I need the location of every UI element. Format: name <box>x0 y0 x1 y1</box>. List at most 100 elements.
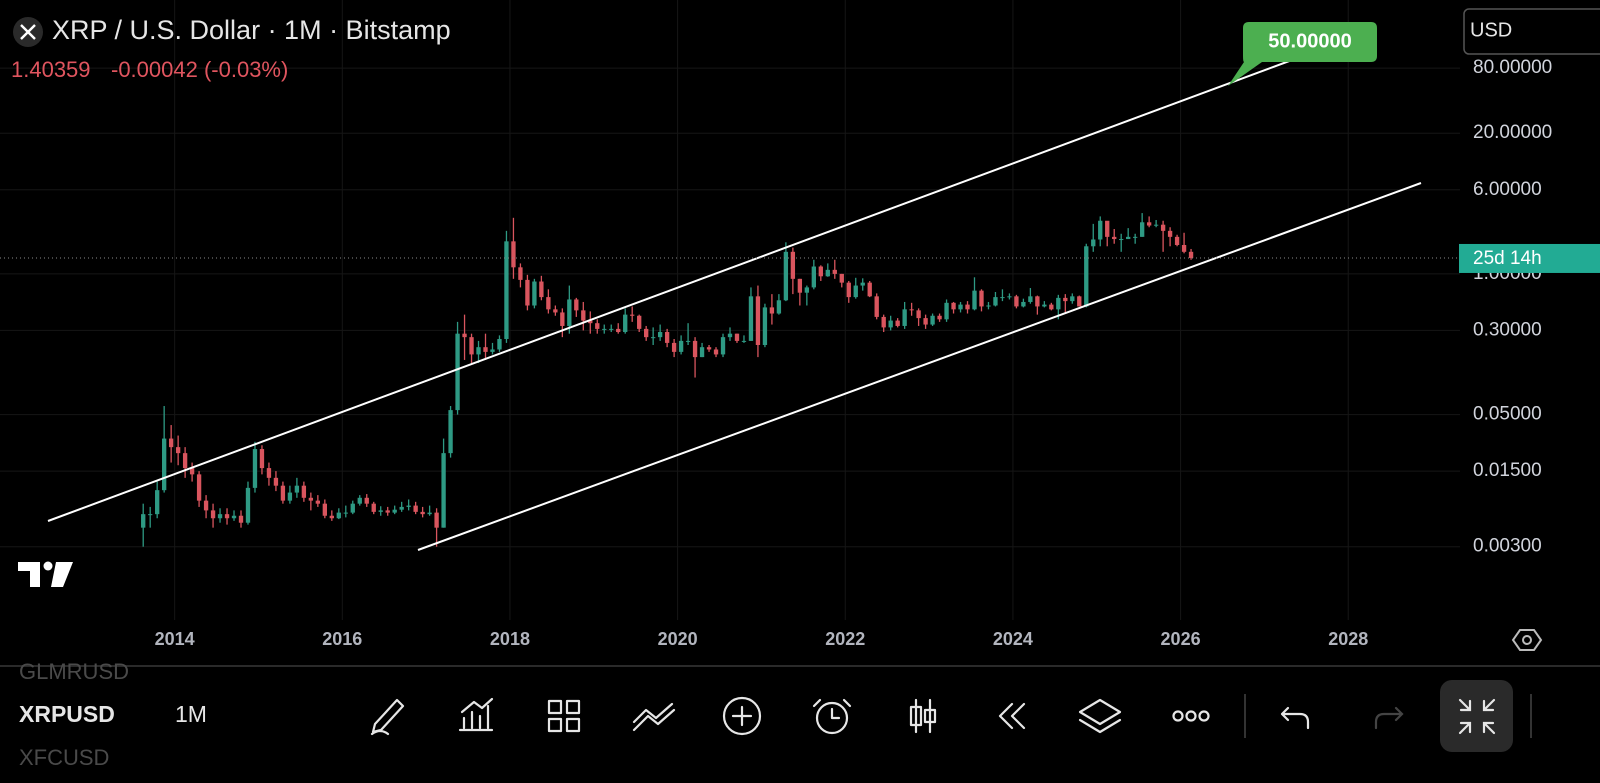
layers[interactable] <box>1078 698 1122 734</box>
candle-body <box>797 278 803 293</box>
currency-selector[interactable]: USD <box>1463 8 1600 55</box>
symbol-current[interactable]: XRPUSD <box>19 701 115 727</box>
fullscreen-button[interactable] <box>1440 680 1513 752</box>
y-tick-label: 0.05000 <box>1473 404 1542 425</box>
candle-body <box>944 302 949 320</box>
toolbar: GLMRUSD XRPUSD XFCUSD 1M <box>19 659 1532 770</box>
candle-body <box>951 302 956 310</box>
candle-body <box>664 332 670 343</box>
candle-body <box>1119 239 1124 241</box>
candle-body <box>916 310 921 319</box>
settings-icon[interactable] <box>1511 629 1543 651</box>
candle-body <box>1098 220 1103 240</box>
candle-body <box>832 269 837 274</box>
candle-body <box>748 296 754 341</box>
symbol-next[interactable]: XFCUSD <box>19 745 109 770</box>
candle-body <box>776 300 782 314</box>
candle-body <box>504 241 509 339</box>
target-callout[interactable]: 50.00000 <box>1228 22 1377 86</box>
candle-body <box>867 282 872 297</box>
logo-part <box>18 562 40 587</box>
candle-body <box>1077 296 1082 307</box>
candle-body <box>853 285 858 298</box>
candle-body <box>741 340 747 342</box>
candle-body <box>713 349 719 355</box>
candle-body <box>350 503 355 513</box>
candle-body <box>1112 236 1117 240</box>
candle-body <box>630 314 635 316</box>
candle-body <box>657 332 663 338</box>
candle-body <box>1028 296 1033 302</box>
candle-body <box>329 515 334 519</box>
more-dot[interactable] <box>1172 710 1184 722</box>
candle-body <box>734 333 740 341</box>
candle-body <box>1139 222 1145 237</box>
alert[interactable] <box>815 701 849 735</box>
candle-body <box>588 320 593 324</box>
candle-body <box>972 290 977 310</box>
candle-body <box>1181 244 1187 252</box>
y-tick-label: 80.00000 <box>1473 57 1552 78</box>
candle-body <box>203 500 209 511</box>
y-tick-label: 20.00000 <box>1473 122 1552 143</box>
currency-box <box>1463 8 1600 55</box>
candle-body <box>637 315 642 329</box>
trend-line-upper[interactable] <box>47 59 1293 522</box>
candle-body <box>825 269 830 277</box>
candle-body <box>609 328 614 330</box>
candle-body <box>532 281 537 306</box>
candle-body <box>965 304 970 310</box>
chart-type[interactable] <box>909 698 937 734</box>
trend-line-lower[interactable] <box>417 182 1422 551</box>
redo[interactable] <box>1374 706 1404 730</box>
candle-body <box>1153 224 1159 226</box>
candle-body <box>881 316 886 328</box>
x-tick-label: 2014 <box>155 629 195 649</box>
add[interactable] <box>722 696 762 736</box>
candle-body <box>336 512 341 519</box>
candle-body <box>574 299 579 311</box>
candle-body <box>196 474 202 501</box>
candle-body <box>1063 297 1068 302</box>
candle-body <box>1091 239 1096 247</box>
candle-body <box>224 514 230 519</box>
candle-body <box>1167 230 1173 237</box>
candle-body <box>280 485 286 501</box>
candles <box>141 213 1194 547</box>
draw-tool[interactable] <box>370 698 405 736</box>
symbol-prev[interactable]: GLMRUSD <box>19 659 129 684</box>
candle-body <box>406 505 411 507</box>
indicators[interactable] <box>458 697 494 732</box>
candle-body <box>1105 220 1110 237</box>
add-plus <box>731 705 753 727</box>
candle-body <box>1042 304 1047 307</box>
header: XRP / U.S. Dollar · 1M · Bitstamp 1.4035… <box>11 15 451 82</box>
candle-body <box>294 485 300 493</box>
candle-body <box>755 296 761 345</box>
candle-body <box>434 512 439 528</box>
candle-body <box>518 267 523 280</box>
y-tick-label: 0.01500 <box>1473 460 1542 481</box>
candle-body <box>413 505 418 512</box>
candle-body <box>1049 304 1054 310</box>
undo[interactable] <box>1280 706 1310 730</box>
countdown-box <box>1459 243 1600 273</box>
layouts[interactable] <box>547 699 581 733</box>
candle-body <box>546 297 551 310</box>
candle-body <box>168 438 174 448</box>
candle-body <box>1084 246 1089 307</box>
x-tick-label: 2026 <box>1161 629 1201 649</box>
candle-body <box>1056 297 1061 310</box>
candle-body <box>706 347 712 350</box>
candle-body <box>322 503 327 516</box>
candle-body <box>567 299 572 326</box>
candle-body <box>266 468 272 478</box>
compare[interactable] <box>632 702 676 732</box>
candle-body <box>476 347 481 355</box>
candle-body <box>923 318 928 325</box>
candle-body <box>644 328 649 338</box>
interval[interactable]: 1M <box>175 701 207 727</box>
more-dot <box>1198 710 1210 722</box>
replay[interactable] <box>998 702 1026 730</box>
